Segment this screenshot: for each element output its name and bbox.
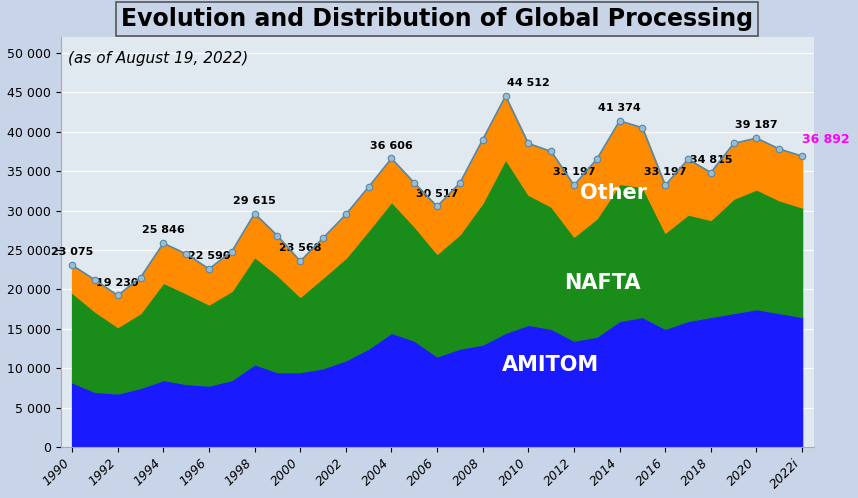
Point xyxy=(339,211,353,219)
Text: (as of August 19, 2022): (as of August 19, 2022) xyxy=(68,51,249,66)
Text: 23 568: 23 568 xyxy=(279,244,322,253)
Point xyxy=(270,232,284,240)
Point xyxy=(384,154,398,162)
Point xyxy=(293,257,307,265)
Text: 33 197: 33 197 xyxy=(644,167,686,177)
Point xyxy=(408,179,421,187)
Point xyxy=(362,183,376,191)
Point xyxy=(750,134,764,142)
Text: 36 892: 36 892 xyxy=(802,133,849,146)
Point xyxy=(795,152,809,160)
Point xyxy=(316,234,329,242)
Point xyxy=(156,239,170,247)
Point xyxy=(498,92,512,100)
Point xyxy=(567,181,581,189)
Text: 23 075: 23 075 xyxy=(51,247,94,257)
Point xyxy=(134,273,148,281)
Text: 41 374: 41 374 xyxy=(598,103,641,113)
Point xyxy=(681,155,695,163)
Point xyxy=(544,147,558,155)
Text: 30 517: 30 517 xyxy=(416,189,458,199)
Text: NAFTA: NAFTA xyxy=(565,273,641,293)
Point xyxy=(179,250,193,258)
Text: 19 230: 19 230 xyxy=(96,277,139,287)
Point xyxy=(453,179,467,187)
Point xyxy=(727,139,740,147)
Text: Other: Other xyxy=(581,183,648,203)
Text: 22 590: 22 590 xyxy=(188,251,230,261)
Title: Evolution and Distribution of Global Processing: Evolution and Distribution of Global Pro… xyxy=(121,7,753,31)
Text: 33 197: 33 197 xyxy=(553,167,595,177)
Point xyxy=(613,117,626,125)
Point xyxy=(430,203,444,211)
Point xyxy=(65,261,79,269)
Point xyxy=(772,145,786,153)
Text: 29 615: 29 615 xyxy=(233,196,276,206)
Text: 39 187: 39 187 xyxy=(735,120,778,130)
Text: 36 606: 36 606 xyxy=(370,140,413,150)
Text: 34 815: 34 815 xyxy=(690,155,732,165)
Point xyxy=(111,291,124,299)
Point xyxy=(476,135,490,143)
Point xyxy=(590,155,604,163)
Point xyxy=(248,210,262,218)
Text: 25 846: 25 846 xyxy=(142,226,184,236)
Point xyxy=(704,168,717,176)
Point xyxy=(522,139,535,147)
Text: AMITOM: AMITOM xyxy=(501,355,599,375)
Text: 44 512: 44 512 xyxy=(507,78,550,88)
Point xyxy=(658,181,672,189)
Point xyxy=(202,265,216,273)
Point xyxy=(225,248,239,255)
Point xyxy=(88,276,102,284)
Point xyxy=(636,124,650,131)
